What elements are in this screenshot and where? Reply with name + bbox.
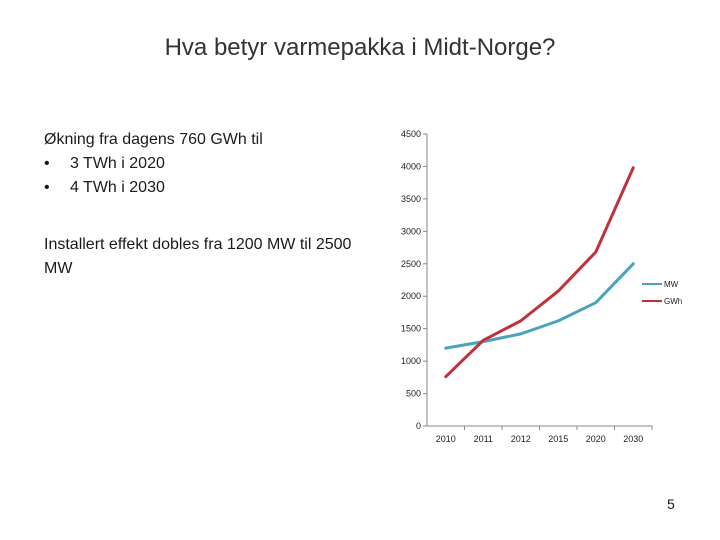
intro-text: Økning fra dagens 760 GWh til xyxy=(44,131,263,148)
y-tick-label: 0 xyxy=(416,421,421,431)
bullet-marker: • xyxy=(44,155,50,172)
x-tick-label: 2030 xyxy=(623,434,643,444)
bullet-marker: • xyxy=(44,179,50,196)
line-chart: 0 500 1000 1500 2000 2500 3000 3500 4000 4500 2010… xyxy=(401,129,682,444)
y-tick-label: 1000 xyxy=(401,356,421,366)
series-line-gwh xyxy=(444,166,635,379)
bullet-item: • 4 TWh i 2030 xyxy=(44,176,374,200)
y-tick-label: 4500 xyxy=(401,129,421,139)
bullet-text: 3 TWh i 2020 xyxy=(70,155,165,172)
y-tick-label: 2500 xyxy=(401,259,421,269)
y-tick-label: 3000 xyxy=(401,226,421,236)
legend-label: MW xyxy=(664,280,679,289)
bullet-text: 4 TWh i 2030 xyxy=(70,179,165,196)
y-tick-label: 4000 xyxy=(401,161,421,171)
capacity-text: Installert effekt dobles fra 1200 MW til… xyxy=(44,236,352,277)
x-tick-label: 2020 xyxy=(586,434,606,444)
page-number: 5 xyxy=(667,496,675,512)
text-block: Økning fra dagens 760 GWh til • 3 TWh i … xyxy=(44,128,374,200)
y-tick-label: 2000 xyxy=(401,291,421,301)
y-tick-label: 1500 xyxy=(401,324,421,334)
x-tick-label: 2012 xyxy=(511,434,531,444)
x-tick-label: 2015 xyxy=(548,434,568,444)
y-tick-label: 500 xyxy=(406,389,421,399)
series-line-mw xyxy=(444,262,635,350)
slide-title: Hva betyr varmepakka i Midt-Norge? xyxy=(164,34,556,61)
y-tick-label: 3500 xyxy=(401,194,421,204)
x-tick-label: 2011 xyxy=(474,434,493,444)
x-tick-label: 2010 xyxy=(436,434,456,444)
bullet-item: • 3 TWh i 2020 xyxy=(44,152,374,176)
legend-label: GWh xyxy=(664,297,682,306)
